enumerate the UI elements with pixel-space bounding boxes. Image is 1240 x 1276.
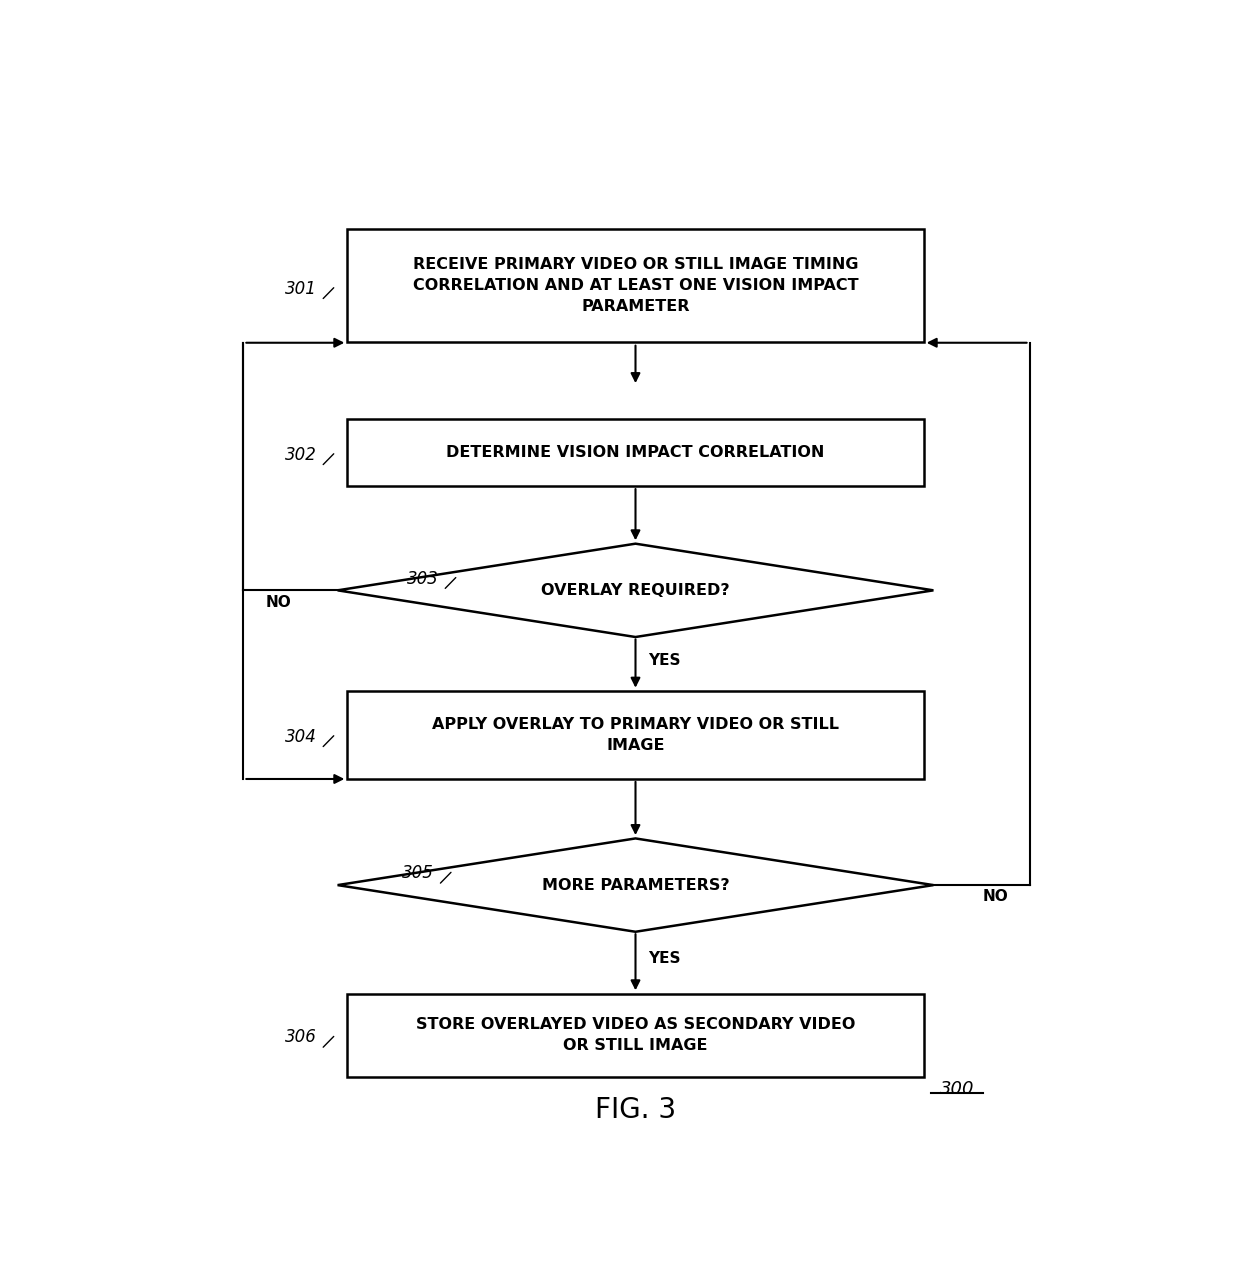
Polygon shape [337,544,934,637]
Text: 305: 305 [402,864,434,882]
Text: DETERMINE VISION IMPACT CORRELATION: DETERMINE VISION IMPACT CORRELATION [446,445,825,461]
FancyBboxPatch shape [347,230,924,342]
Text: RECEIVE PRIMARY VIDEO OR STILL IMAGE TIMING
CORRELATION AND AT LEAST ONE VISION : RECEIVE PRIMARY VIDEO OR STILL IMAGE TIM… [413,258,858,314]
FancyBboxPatch shape [347,690,924,778]
Text: 304: 304 [284,727,316,745]
Text: 300: 300 [940,1081,975,1099]
Text: 302: 302 [284,445,316,463]
Text: 303: 303 [407,569,439,587]
Text: NO: NO [265,595,291,610]
Text: YES: YES [649,952,681,966]
Text: APPLY OVERLAY TO PRIMARY VIDEO OR STILL
IMAGE: APPLY OVERLAY TO PRIMARY VIDEO OR STILL … [432,717,839,753]
FancyBboxPatch shape [347,994,924,1077]
Polygon shape [337,838,934,931]
Text: MORE PARAMETERS?: MORE PARAMETERS? [542,878,729,893]
Text: FIG. 3: FIG. 3 [595,1096,676,1124]
Text: NO: NO [983,889,1009,905]
Text: OVERLAY REQUIRED?: OVERLAY REQUIRED? [541,583,730,598]
Text: 301: 301 [284,279,316,297]
Text: STORE OVERLAYED VIDEO AS SECONDARY VIDEO
OR STILL IMAGE: STORE OVERLAYED VIDEO AS SECONDARY VIDEO… [415,1017,856,1054]
FancyBboxPatch shape [347,420,924,486]
Text: 306: 306 [284,1028,316,1046]
Text: YES: YES [649,652,681,667]
